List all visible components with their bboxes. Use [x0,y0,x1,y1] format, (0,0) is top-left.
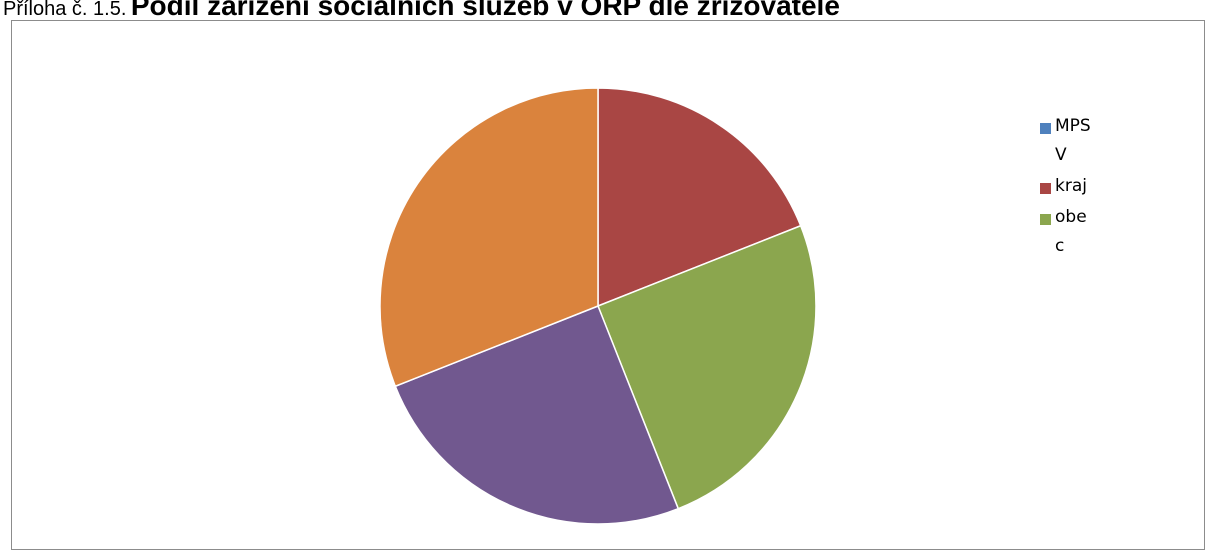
chart-caption: Příloha č. 1.5. Podíl zařízení sociálníc… [3,0,840,26]
pie-slice-obec [597,224,817,510]
legend-label-obec: obec [1055,207,1087,256]
chart-title: Podíl zařízení sociálních služeb v ORP d… [130,0,840,21]
legend-swatch-obec [1040,214,1051,225]
legend-item-mpsv: MPSV [1040,116,1110,170]
pie-slice-kraj [597,87,802,308]
chart-legend: MPSV kraj obec [1040,116,1110,269]
legend-label-mpsv: MPSV [1055,116,1091,165]
caption-prefix: Příloha č. 1.5. [3,0,127,20]
pie-chart [379,87,817,525]
pie-slice-5 [379,87,599,388]
legend-swatch-kraj [1040,183,1051,194]
legend-item-kraj: kraj [1040,176,1110,201]
legend-label-kraj: kraj [1055,176,1087,196]
legend-item-obec: obec [1040,207,1110,261]
pie-slice-4 [394,305,680,525]
legend-swatch-mpsv [1040,123,1051,134]
